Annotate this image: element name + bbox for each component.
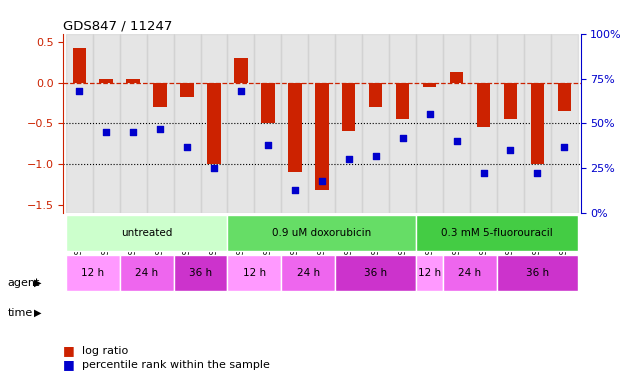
Text: ■: ■ xyxy=(63,344,75,357)
Bar xyxy=(93,34,120,213)
Bar xyxy=(73,48,86,82)
Point xyxy=(317,178,327,184)
Bar xyxy=(531,82,544,164)
Bar xyxy=(288,82,302,172)
Bar xyxy=(126,78,140,82)
Bar xyxy=(309,34,335,213)
Text: 0.3 mM 5-fluorouracil: 0.3 mM 5-fluorouracil xyxy=(441,228,553,238)
Bar xyxy=(261,82,274,123)
Text: time: time xyxy=(8,308,33,318)
Bar xyxy=(416,255,443,291)
Point xyxy=(478,171,488,177)
Bar xyxy=(315,82,329,190)
Bar xyxy=(66,34,93,213)
Bar xyxy=(477,82,490,128)
Bar xyxy=(416,34,443,213)
Bar xyxy=(369,82,382,107)
Point xyxy=(101,129,111,135)
Bar xyxy=(281,255,335,291)
Bar xyxy=(228,255,281,291)
Text: ▶: ▶ xyxy=(34,308,42,318)
Bar xyxy=(504,82,517,119)
Point xyxy=(290,187,300,193)
Bar xyxy=(423,82,437,87)
Bar xyxy=(362,34,389,213)
Bar xyxy=(120,34,146,213)
Point xyxy=(533,171,543,177)
Bar xyxy=(254,34,281,213)
Point xyxy=(74,88,85,94)
Text: 12 h: 12 h xyxy=(243,268,266,278)
Bar xyxy=(228,34,254,213)
Bar xyxy=(497,34,524,213)
Point xyxy=(263,142,273,148)
Bar xyxy=(335,34,362,213)
Bar xyxy=(180,82,194,97)
Point xyxy=(155,126,165,132)
Bar xyxy=(146,34,174,213)
Text: 36 h: 36 h xyxy=(364,268,387,278)
Text: 36 h: 36 h xyxy=(526,268,549,278)
Text: 12 h: 12 h xyxy=(418,268,441,278)
Bar xyxy=(234,58,248,82)
Text: 36 h: 36 h xyxy=(189,268,212,278)
Bar xyxy=(120,255,174,291)
Point xyxy=(452,138,462,144)
Point xyxy=(425,111,435,117)
Bar xyxy=(524,34,551,213)
Bar xyxy=(174,34,201,213)
Bar xyxy=(153,82,167,107)
Text: log ratio: log ratio xyxy=(82,346,128,355)
Text: ■: ■ xyxy=(63,358,75,371)
Point xyxy=(398,135,408,141)
Bar xyxy=(558,82,571,111)
Text: GDS847 / 11247: GDS847 / 11247 xyxy=(63,20,172,33)
Bar xyxy=(551,34,578,213)
Bar xyxy=(201,34,228,213)
Bar xyxy=(443,34,470,213)
Bar xyxy=(100,78,113,82)
Bar xyxy=(396,82,410,119)
Bar xyxy=(470,34,497,213)
Text: 24 h: 24 h xyxy=(459,268,481,278)
Point xyxy=(209,165,219,171)
Point xyxy=(182,144,192,150)
Text: ▶: ▶ xyxy=(34,278,42,288)
Point xyxy=(559,144,569,150)
Bar xyxy=(416,215,578,251)
Point xyxy=(128,129,138,135)
Text: untreated: untreated xyxy=(121,228,172,238)
Bar xyxy=(342,82,355,132)
Text: 24 h: 24 h xyxy=(297,268,320,278)
Text: 12 h: 12 h xyxy=(81,268,104,278)
Text: agent: agent xyxy=(8,278,40,288)
Bar xyxy=(281,34,309,213)
Point xyxy=(344,156,354,162)
Bar xyxy=(66,215,228,251)
Bar xyxy=(228,215,416,251)
Point xyxy=(236,88,246,94)
Bar xyxy=(443,255,497,291)
Text: percentile rank within the sample: percentile rank within the sample xyxy=(82,360,270,369)
Point xyxy=(370,153,380,159)
Bar xyxy=(450,72,463,82)
Bar xyxy=(66,255,120,291)
Bar xyxy=(207,82,221,164)
Bar xyxy=(497,255,578,291)
Bar xyxy=(174,255,228,291)
Text: 0.9 uM doxorubicin: 0.9 uM doxorubicin xyxy=(272,228,372,238)
Point xyxy=(505,147,516,153)
Bar xyxy=(335,255,416,291)
Text: 24 h: 24 h xyxy=(135,268,158,278)
Bar xyxy=(389,34,416,213)
